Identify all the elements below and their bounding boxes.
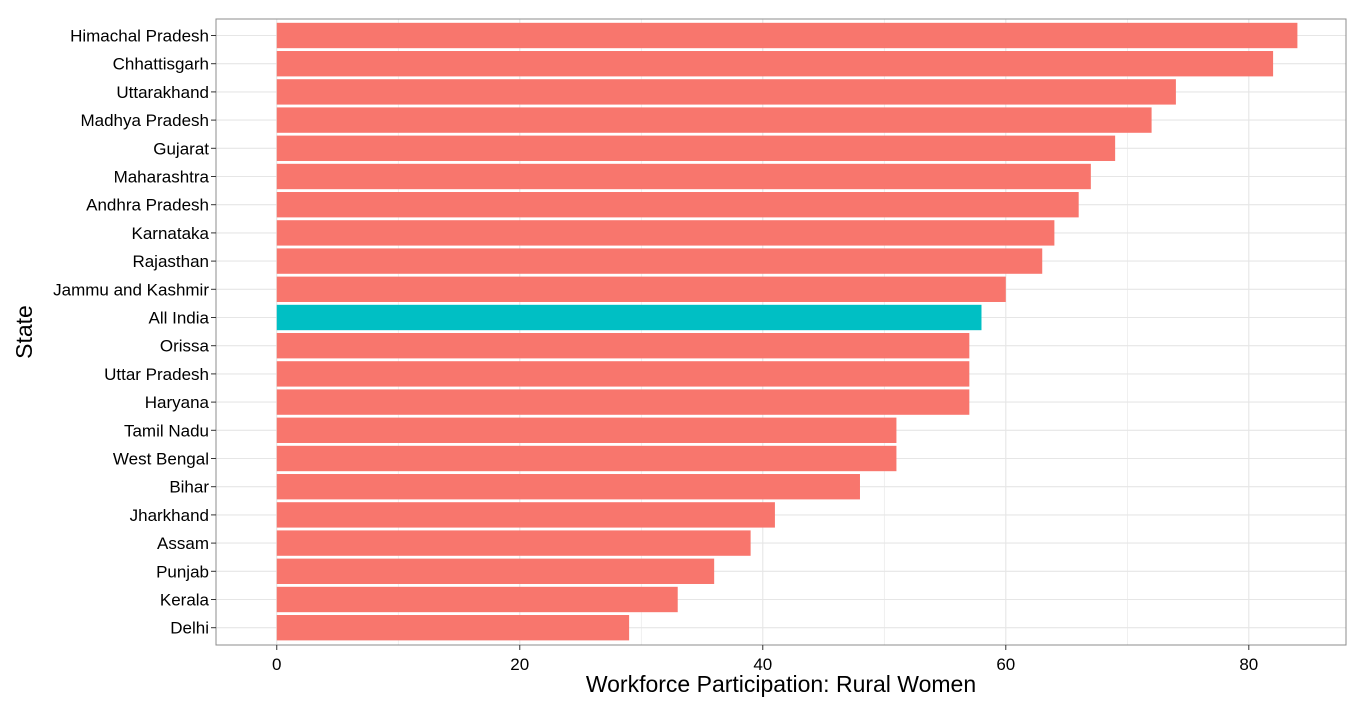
bar (276, 51, 1274, 77)
y-tick-label: West Bengal (113, 450, 209, 469)
x-tick-label: 40 (753, 655, 772, 674)
x-axis: 0 20 40 60 80 (272, 645, 1258, 674)
bar (276, 333, 970, 359)
y-tick-label: Uttarakhand (116, 83, 209, 102)
y-tick-label: Andhra Pradesh (86, 196, 209, 215)
bar (276, 361, 970, 387)
bar (276, 107, 1152, 133)
y-tick-label: Delhi (170, 619, 209, 638)
plot-border (215, 18, 1347, 646)
x-tick-label: 0 (272, 655, 281, 674)
y-tick-label: Kerala (160, 591, 210, 610)
x-axis-title: Workforce Participation: Rural Women (586, 671, 976, 697)
y-tick-label: Haryana (145, 393, 210, 412)
bar (276, 445, 897, 472)
y-tick-label: Madhya Pradesh (80, 111, 209, 130)
bar (276, 276, 1006, 302)
bar (276, 417, 897, 443)
bar (276, 163, 1091, 190)
y-axis: Himachal Pradesh Chhattisgarh Uttarakhand M… (53, 27, 216, 638)
y-tick-label: Punjab (156, 562, 209, 581)
x-tick-label: 60 (996, 655, 1015, 674)
y-tick-label: All India (149, 309, 210, 328)
bar (276, 530, 751, 556)
y-tick-label: Assam (157, 534, 209, 553)
bar (276, 615, 630, 641)
y-tick-label: Chhattisgarh (113, 55, 209, 74)
bar (276, 220, 1055, 246)
bar (276, 502, 775, 528)
bar (276, 389, 970, 415)
y-tick-label: Gujarat (153, 139, 209, 158)
bars (276, 22, 1298, 641)
y-tick-label: Rajasthan (132, 252, 209, 271)
y-tick-label: Bihar (169, 478, 209, 497)
y-axis-title: State (11, 305, 37, 359)
y-tick-label: Orissa (160, 337, 210, 356)
bar (276, 474, 860, 500)
bar (276, 192, 1079, 218)
y-tick-label: Karnataka (132, 224, 210, 243)
x-tick-label: 80 (1239, 655, 1258, 674)
x-tick-label: 20 (510, 655, 529, 674)
bar (276, 558, 715, 584)
y-tick-label: Jammu and Kashmir (53, 280, 209, 299)
bar (276, 304, 982, 331)
y-tick-label: Maharashtra (114, 168, 210, 187)
y-tick-label: Jharkhand (130, 506, 209, 525)
bar (276, 79, 1176, 105)
bar (276, 135, 1116, 161)
y-tick-label: Uttar Pradesh (104, 365, 209, 384)
y-tick-label: Himachal Pradesh (70, 27, 209, 46)
bar (276, 586, 678, 613)
bar (276, 248, 1043, 274)
bar (276, 22, 1298, 49)
y-tick-label: Tamil Nadu (124, 421, 209, 440)
